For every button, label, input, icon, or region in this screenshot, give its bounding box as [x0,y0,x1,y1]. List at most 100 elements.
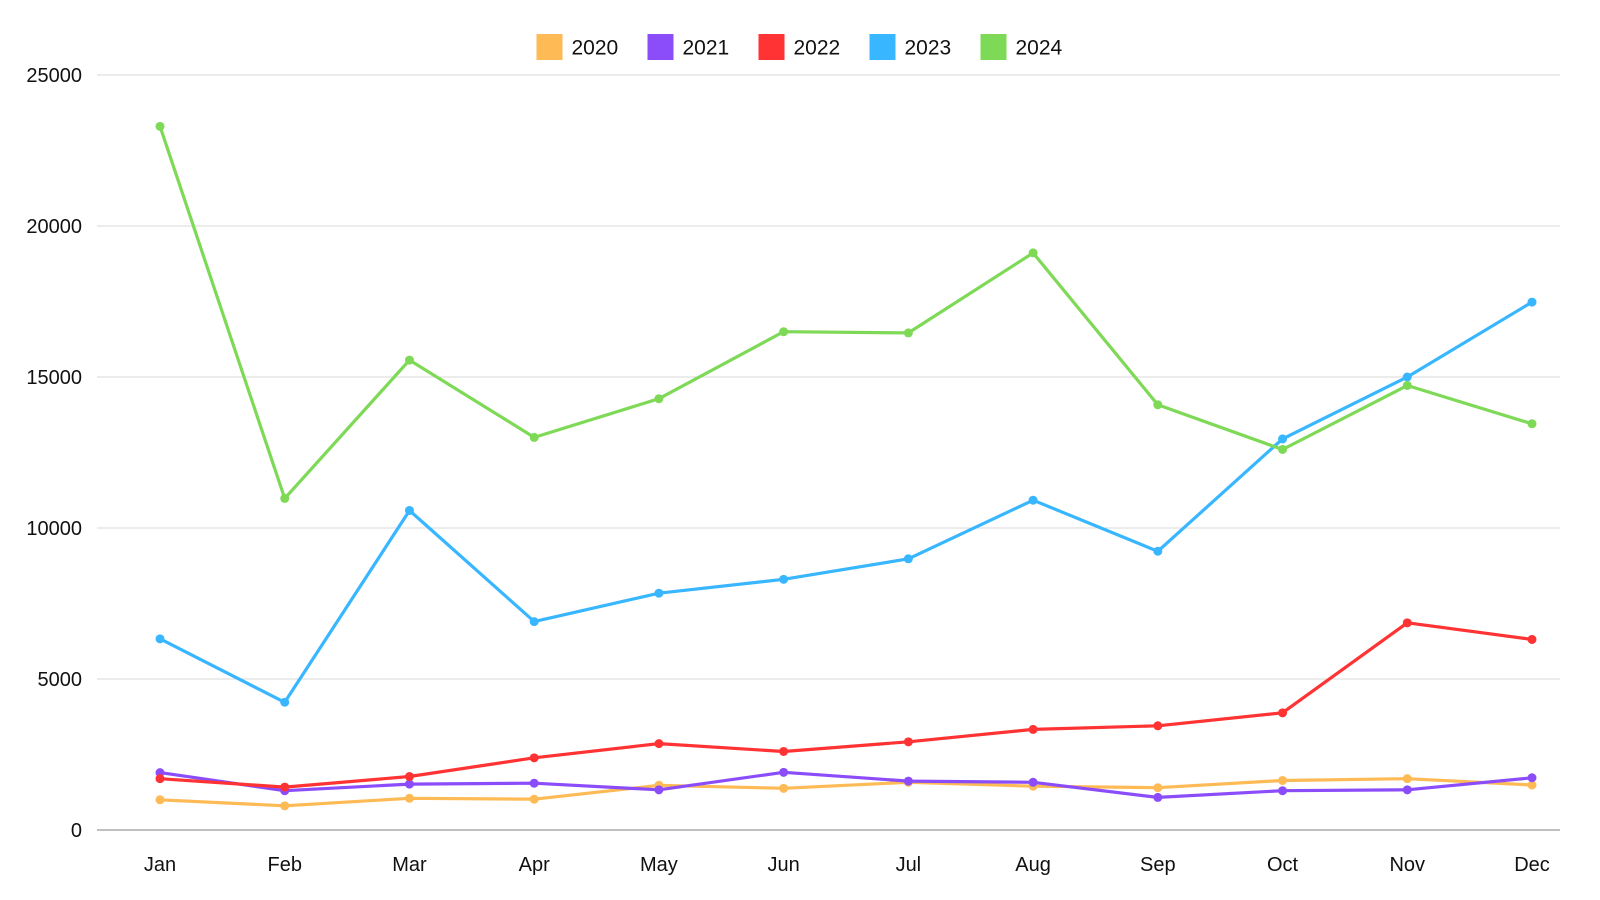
data-point [1402,380,1412,390]
data-point [529,778,539,788]
data-point [155,634,165,644]
data-point [529,794,539,804]
data-point [1527,297,1537,307]
data-point [654,588,664,598]
series-2024 [155,121,1537,503]
legend-item: 2022 [758,34,841,60]
series-line [158,770,1534,800]
y-tick-label: 10000 [26,518,82,540]
x-tick-label: May [640,854,678,876]
data-point [1402,785,1412,795]
data-point [404,793,414,803]
data-point [1153,792,1163,802]
data-point [1028,777,1038,787]
data-point [529,753,539,763]
data-point [1402,372,1412,382]
data-point [903,554,913,564]
legend-swatch [980,34,1007,60]
x-tick-label: Feb [267,854,301,876]
x-tick-label: Oct [1267,854,1299,876]
data-point [280,801,290,811]
data-point [1402,618,1412,628]
series-line [158,621,1534,789]
data-point [1028,248,1038,258]
x-tick-label: Sep [1140,854,1176,876]
data-point [1153,546,1163,556]
y-axis: 0 5000 10000 15000 20000 25000 [26,65,82,842]
x-tick-label: Jun [768,854,800,876]
data-point [903,776,913,786]
data-point [404,779,414,789]
data-point [280,782,290,792]
y-tick-label: 20000 [26,216,82,238]
data-point [155,121,165,131]
x-tick-label: Apr [519,854,550,876]
data-point [404,505,414,515]
legend-label: 2023 [905,37,952,60]
x-tick-label: Dec [1514,854,1550,876]
y-tick-label: 5000 [38,669,83,691]
data-point [1278,444,1288,454]
series-lines [155,121,1537,811]
data-point [1527,773,1537,783]
data-point [155,774,165,784]
data-point [1527,634,1537,644]
legend-label: 2024 [1016,37,1063,60]
data-point [1028,724,1038,734]
data-point [1278,434,1288,444]
data-point [654,394,664,404]
data-point [779,783,789,793]
legend: 2020 2021 2022 2023 2024 [536,34,1063,60]
y-tick-label: 25000 [26,65,82,87]
x-axis: Jan Feb Mar Apr May Jun Jul Aug Sep Oct Nov Dec [97,829,1560,876]
legend-item: 2023 [869,34,952,60]
x-tick-label: Aug [1015,854,1051,876]
data-point [1402,774,1412,784]
data-point [903,328,913,338]
data-point [654,739,664,749]
data-point [404,772,414,782]
data-point [779,574,789,584]
legend-swatch [869,34,896,60]
data-point [1527,419,1537,429]
data-point [779,767,789,777]
x-tick-label: Mar [392,854,427,876]
series-line [158,300,1534,704]
series-line [158,777,1534,808]
series-2020 [155,774,1537,811]
data-point [779,746,789,756]
legend-item: 2024 [980,34,1063,60]
series-line [158,124,1534,500]
data-point [779,327,789,337]
data-point [1278,775,1288,785]
data-point [903,737,913,747]
series-2022 [155,618,1537,792]
legend-label: 2020 [572,37,619,60]
legend-label: 2022 [794,37,841,60]
data-point [1278,786,1288,796]
x-tick-label: Jul [896,854,922,876]
data-point [529,617,539,627]
y-tick-label: 0 [71,820,82,842]
legend-item: 2020 [536,34,619,60]
x-tick-label: Nov [1389,854,1425,876]
data-point [1028,495,1038,505]
gridlines [97,74,1560,680]
legend-swatch [536,34,563,60]
data-point [280,697,290,707]
legend-swatch [647,34,674,60]
x-tick-label: Jan [144,854,176,876]
data-point [1153,721,1163,731]
data-point [1153,783,1163,793]
data-point [1527,780,1537,790]
legend-item: 2021 [647,34,730,60]
data-point [280,493,290,503]
data-point [529,432,539,442]
data-point [1278,708,1288,718]
data-point [1153,400,1163,410]
legend-label: 2021 [683,37,730,60]
series-2023 [155,297,1537,707]
data-point [654,785,664,795]
